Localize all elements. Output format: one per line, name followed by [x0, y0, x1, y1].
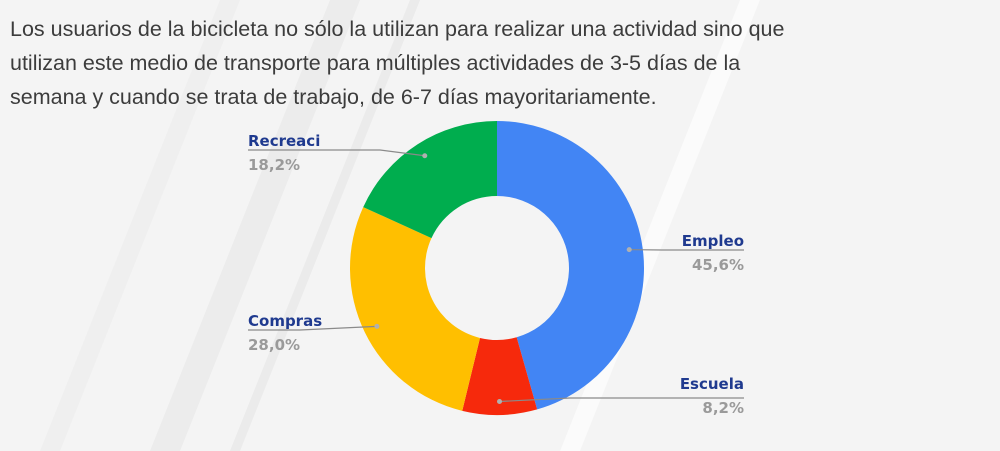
slice-compras: [349, 207, 480, 411]
slice-empleo: [497, 121, 644, 410]
label-escuela: Escuela: [680, 375, 744, 393]
leader-dot-escuela: [497, 398, 503, 404]
leader-line-recreaci: [248, 149, 425, 157]
value-empleo: 45,6%: [692, 256, 744, 274]
description-line-3: semana y cuando se trata de trabajo, de …: [10, 85, 657, 109]
value-compras: 28,0%: [248, 336, 300, 354]
chart-slices: [349, 120, 644, 415]
slice-recreaci: [363, 120, 497, 239]
leader-dot-empleo: [626, 247, 632, 253]
slice-escuela: [462, 337, 538, 415]
label-recreaci: Recreaci: [248, 132, 320, 150]
label-compras: Compras: [248, 312, 322, 330]
description-line-1: Los usuarios de la bicicleta no sólo la …: [10, 17, 785, 41]
value-recreaci: 18,2%: [248, 156, 300, 174]
leader-line-compras: [248, 325, 377, 331]
label-empleo: Empleo: [682, 232, 744, 250]
leader-dots: [374, 153, 632, 404]
leader-line-escuela: [499, 397, 744, 403]
description-paragraph: Los usuarios de la bicicleta no sólo la …: [10, 12, 970, 114]
leader-dot-compras: [374, 323, 380, 329]
leader-dot-recreaci: [422, 153, 428, 159]
value-escuela: 8,2%: [702, 399, 744, 417]
description-line-2: utilizan este medio de transporte para m…: [10, 51, 741, 75]
leader-lines: [248, 149, 744, 403]
